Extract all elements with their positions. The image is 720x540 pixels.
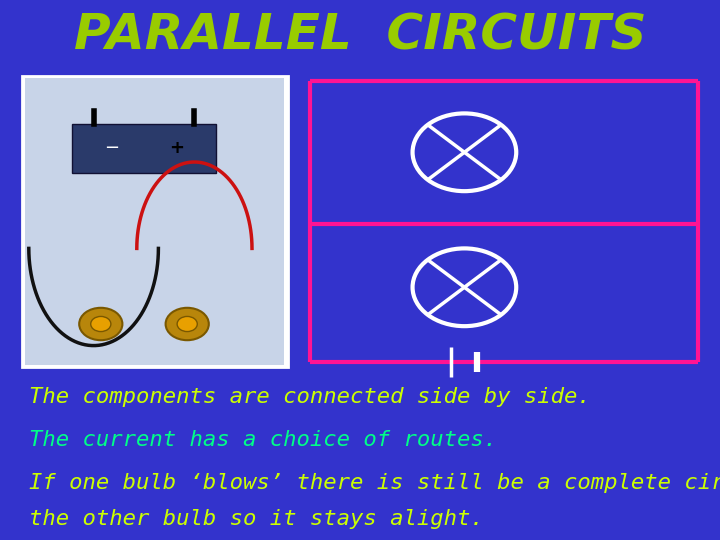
- Text: −: −: [104, 139, 120, 158]
- Text: PARALLEL  CIRCUITS: PARALLEL CIRCUITS: [73, 11, 647, 59]
- Circle shape: [413, 113, 516, 191]
- Bar: [22, 76, 288, 367]
- Text: The components are connected side by side.: The components are connected side by sid…: [29, 387, 590, 407]
- Circle shape: [91, 316, 111, 332]
- Circle shape: [166, 308, 209, 340]
- Text: If one bulb ‘blows’ there is still be a complete circuit to: If one bulb ‘blows’ there is still be a …: [29, 473, 720, 494]
- Text: The current has a choice of routes.: The current has a choice of routes.: [29, 430, 497, 450]
- Text: the other bulb so it stays alight.: the other bulb so it stays alight.: [29, 509, 484, 530]
- Circle shape: [79, 308, 122, 340]
- Bar: [72, 124, 216, 173]
- Text: +: +: [169, 139, 184, 158]
- Circle shape: [177, 316, 197, 332]
- Circle shape: [413, 248, 516, 326]
- Bar: [25, 78, 284, 364]
